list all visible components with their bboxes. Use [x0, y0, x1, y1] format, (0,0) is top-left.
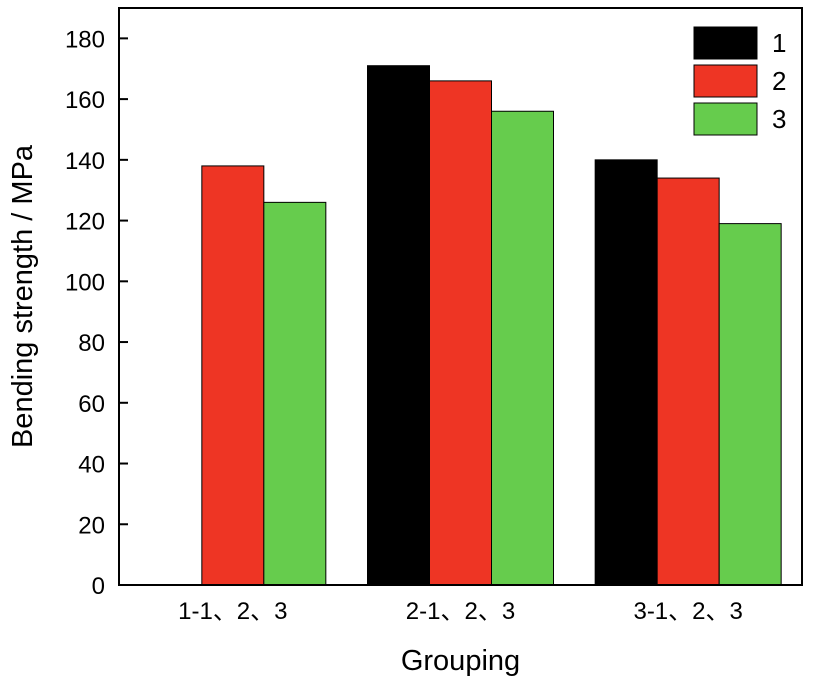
- legend-swatch-3: [693, 102, 758, 136]
- legend-label-2: 2: [772, 66, 786, 96]
- y-tick-label: 80: [78, 330, 105, 357]
- y-tick-label: 0: [92, 573, 105, 600]
- x-tick-label: 3-1、2、3: [633, 598, 742, 625]
- bar-series-3-1: [263, 201, 327, 586]
- legend-label-1: 1: [772, 28, 786, 58]
- y-tick-label: 140: [65, 148, 105, 175]
- y-tick-label: 60: [78, 391, 105, 418]
- y-tick-label: 160: [65, 87, 105, 114]
- bar-series-2-1: [201, 165, 265, 586]
- bar-series-2-3: [656, 177, 720, 586]
- bar-series-3-2: [491, 110, 554, 586]
- x-tick-label: 1-1、2、3: [178, 598, 287, 625]
- bar-series-1-3: [594, 159, 658, 586]
- y-axis-title: Bending strength / MPa: [7, 144, 39, 448]
- y-axis: 0 20 40 60 80 100 120 140 160 180: [65, 26, 128, 600]
- y-tick-label: 100: [65, 269, 105, 296]
- bar-series-3-3: [718, 223, 782, 586]
- bar-series-1-2: [367, 65, 430, 586]
- y-tick-label: 180: [65, 26, 105, 53]
- bars-layer: [201, 65, 782, 586]
- x-axis-title: Grouping: [401, 645, 520, 677]
- y-tick-label: 20: [78, 512, 105, 539]
- legend-swatch-1: [693, 26, 758, 60]
- x-tick-label: 2-1、2、3: [406, 598, 515, 625]
- legend-swatch-2: [693, 64, 758, 98]
- y-tick-label: 40: [78, 452, 105, 479]
- bar-series-2-2: [429, 80, 492, 586]
- y-tick-label: 120: [65, 209, 105, 236]
- plot-frame: [118, 7, 803, 586]
- x-axis: 1-1、2、3 2-1、2、3 3-1、2、3: [178, 598, 743, 625]
- legend-label-3: 3: [772, 104, 786, 134]
- legend: 1 2 3: [693, 26, 786, 136]
